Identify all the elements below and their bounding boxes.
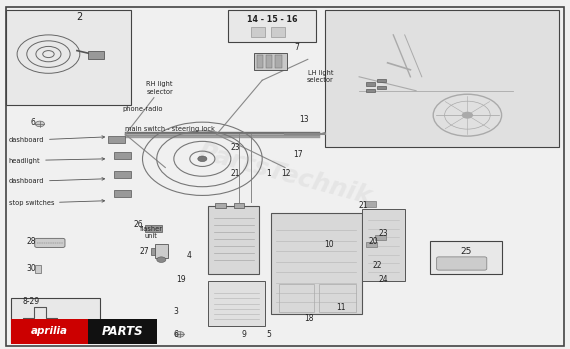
Text: headlight: headlight bbox=[9, 157, 104, 164]
Bar bbox=[325, 10, 559, 147]
Bar bbox=[155, 244, 168, 258]
Text: 6: 6 bbox=[30, 118, 35, 127]
Bar bbox=[145, 225, 162, 232]
Bar bbox=[279, 284, 314, 312]
Bar bbox=[208, 281, 265, 326]
Text: 11: 11 bbox=[336, 303, 345, 312]
Text: 18: 18 bbox=[304, 314, 314, 323]
Bar bbox=[11, 319, 88, 344]
Bar bbox=[88, 319, 157, 344]
Text: 9: 9 bbox=[242, 330, 246, 339]
Bar bbox=[256, 55, 263, 68]
Text: 14 - 15 - 16: 14 - 15 - 16 bbox=[247, 15, 297, 24]
Text: 3: 3 bbox=[173, 307, 178, 316]
Text: 25: 25 bbox=[460, 247, 471, 256]
Bar bbox=[228, 10, 316, 42]
Bar bbox=[215, 203, 226, 208]
Circle shape bbox=[157, 257, 166, 262]
Text: dashboard: dashboard bbox=[9, 178, 104, 185]
Circle shape bbox=[462, 112, 473, 119]
Text: main switch - steering lock: main switch - steering lock bbox=[125, 126, 215, 132]
Bar bbox=[151, 248, 168, 255]
Circle shape bbox=[198, 156, 207, 162]
FancyBboxPatch shape bbox=[437, 257, 487, 270]
Text: 13: 13 bbox=[299, 115, 308, 124]
Text: 17: 17 bbox=[294, 150, 303, 159]
Text: PARTS: PARTS bbox=[101, 325, 144, 338]
Text: 2: 2 bbox=[77, 13, 83, 22]
Circle shape bbox=[175, 332, 184, 337]
Bar bbox=[88, 51, 104, 59]
Text: phone-radio: phone-radio bbox=[122, 106, 163, 112]
Text: 1: 1 bbox=[267, 169, 271, 178]
Bar bbox=[266, 55, 272, 68]
Bar bbox=[254, 53, 287, 70]
Text: 12: 12 bbox=[282, 169, 291, 178]
Text: 6: 6 bbox=[173, 330, 178, 339]
Bar bbox=[6, 10, 131, 105]
Text: unit: unit bbox=[145, 232, 157, 239]
Bar bbox=[251, 27, 265, 37]
Bar bbox=[275, 55, 282, 68]
Bar bbox=[114, 152, 131, 159]
Text: 7: 7 bbox=[294, 43, 299, 52]
Text: 5: 5 bbox=[267, 330, 271, 339]
Bar bbox=[271, 213, 362, 314]
Bar bbox=[365, 201, 376, 207]
Text: PartsTechnik: PartsTechnik bbox=[196, 140, 374, 209]
Bar bbox=[234, 203, 244, 208]
Text: 23: 23 bbox=[378, 229, 388, 238]
Text: 19: 19 bbox=[177, 275, 186, 284]
Text: RH light: RH light bbox=[146, 81, 173, 88]
Bar bbox=[319, 284, 356, 312]
Text: 21: 21 bbox=[231, 169, 240, 178]
Bar bbox=[108, 136, 125, 143]
Bar bbox=[208, 206, 259, 274]
Bar bbox=[35, 265, 41, 273]
Text: 27: 27 bbox=[140, 247, 149, 257]
Bar bbox=[114, 190, 131, 197]
Text: LH light: LH light bbox=[308, 70, 333, 76]
Text: selector: selector bbox=[146, 89, 173, 95]
Text: 24: 24 bbox=[378, 275, 388, 284]
Text: flasher: flasher bbox=[140, 225, 162, 232]
Text: 28: 28 bbox=[27, 237, 36, 246]
Text: aprilia: aprilia bbox=[31, 326, 68, 336]
FancyBboxPatch shape bbox=[35, 238, 65, 247]
Bar bbox=[377, 79, 386, 82]
Bar bbox=[375, 235, 386, 240]
Bar bbox=[11, 298, 100, 342]
Text: 26: 26 bbox=[134, 220, 143, 229]
Text: stop switches: stop switches bbox=[9, 200, 104, 206]
Text: 4: 4 bbox=[187, 251, 192, 260]
Bar bbox=[366, 89, 375, 92]
Bar bbox=[430, 241, 502, 274]
Text: 10: 10 bbox=[325, 240, 334, 250]
Text: 21: 21 bbox=[359, 201, 368, 210]
Text: 22: 22 bbox=[373, 261, 382, 270]
Text: selector: selector bbox=[307, 77, 333, 83]
Bar bbox=[377, 86, 386, 89]
Bar bbox=[366, 82, 375, 86]
Bar bbox=[366, 242, 377, 247]
Text: 20: 20 bbox=[369, 237, 378, 246]
Bar bbox=[271, 27, 285, 37]
Text: 30: 30 bbox=[26, 263, 36, 273]
Bar bbox=[114, 171, 131, 178]
Circle shape bbox=[35, 121, 44, 127]
Text: dashboard: dashboard bbox=[9, 136, 104, 143]
Bar bbox=[362, 209, 405, 281]
Text: 8-29: 8-29 bbox=[23, 297, 40, 306]
Text: 23: 23 bbox=[231, 143, 240, 152]
